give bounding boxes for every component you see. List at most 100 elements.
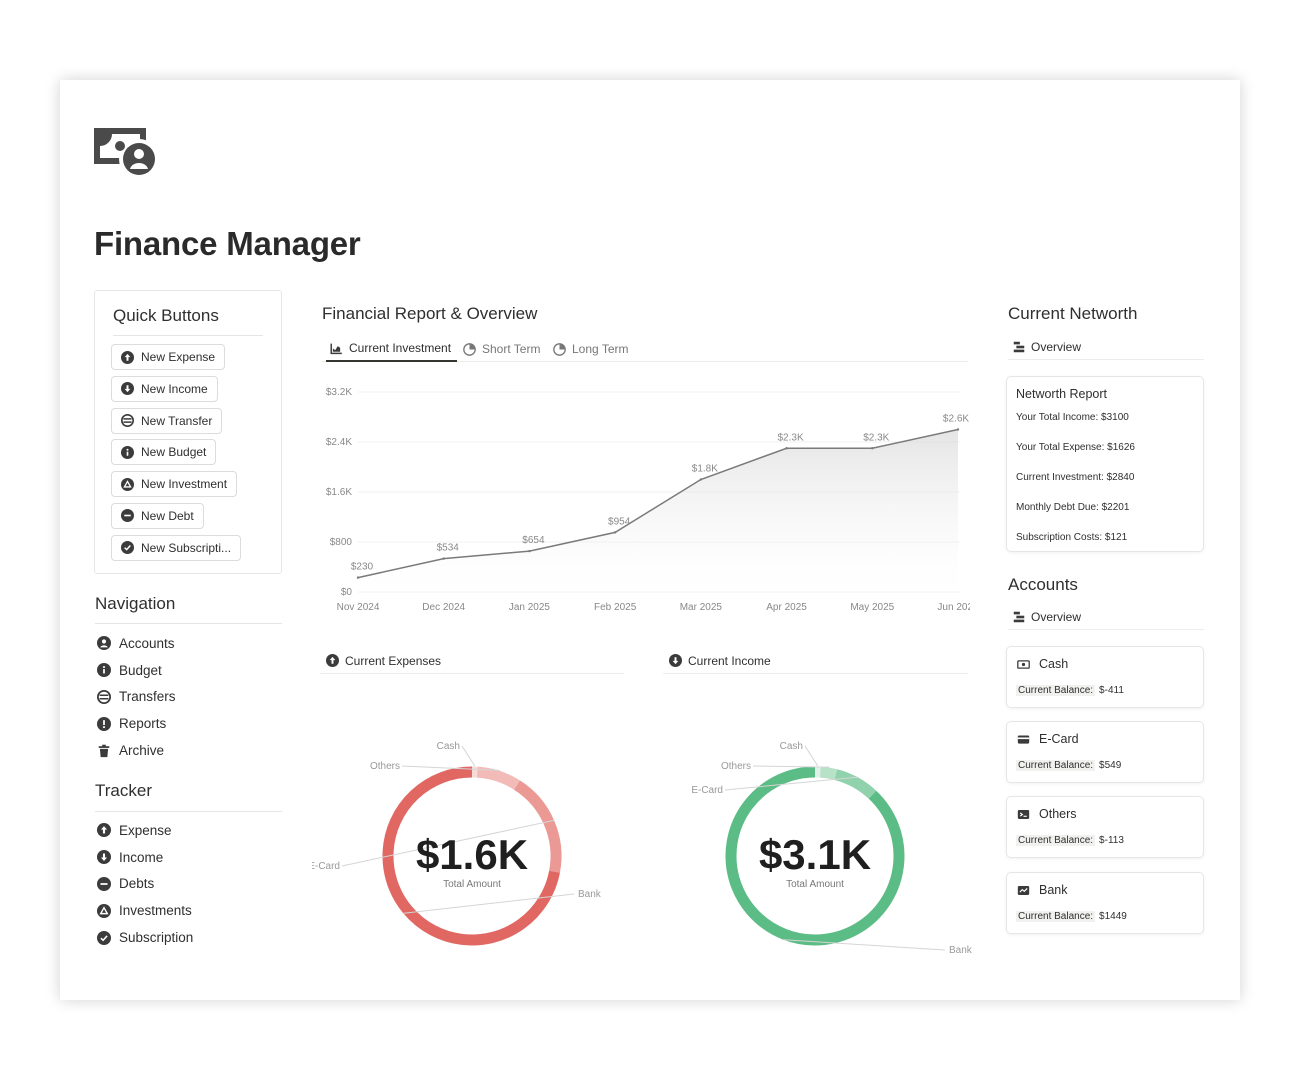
tab-long-term[interactable]: Long Term <box>553 336 628 362</box>
slice-label: Bank <box>949 945 973 956</box>
networth-line: Your Total Income: $3100 <box>1016 412 1129 423</box>
triangle-circle-icon <box>121 478 134 491</box>
donut-slice-e-card <box>513 780 562 873</box>
leader-line <box>401 765 500 771</box>
x-tick-label: Jun 2025 <box>937 602 970 613</box>
page-title: Finance Manager <box>94 225 361 262</box>
new-budget-button[interactable]: New Budget <box>111 439 217 466</box>
bank-card-icon <box>1017 884 1030 897</box>
tracker-item-subscription[interactable]: Subscription <box>97 924 193 951</box>
minus-circle-icon <box>97 877 111 891</box>
tab-current-investment[interactable]: Current Investment <box>326 336 458 362</box>
total-amount-label: Total Amount <box>786 879 844 890</box>
data-label: $2.3K <box>863 432 889 443</box>
new-transfer-button[interactable]: New Transfer <box>111 407 223 434</box>
leader-line <box>804 745 819 767</box>
y-tick-label: $2.4K <box>326 437 352 448</box>
nav-label: Debts <box>119 876 155 892</box>
balance-value: $-411 <box>1099 685 1124 696</box>
transfer-circle-icon <box>97 690 111 704</box>
tracker-item-debts[interactable]: Debts <box>97 871 193 898</box>
area-fill <box>358 429 958 592</box>
cash-icon <box>1017 658 1030 671</box>
x-tick-label: Mar 2025 <box>680 602 723 613</box>
slice-label: Bank <box>578 889 602 900</box>
x-tick-label: Jan 2025 <box>509 602 551 613</box>
leader-line <box>402 893 575 914</box>
accounts-title: Accounts <box>1008 575 1078 594</box>
button-label: New Budget <box>141 445 207 460</box>
account-name: Cash <box>1039 657 1069 671</box>
slice-label: Cash <box>780 741 803 752</box>
slice-label: Cash <box>437 741 460 752</box>
donut-slice-others <box>819 766 838 780</box>
exclamation-circle-icon <box>97 717 111 731</box>
account-card-e-card[interactable]: E-Card Current Balance: $549 <box>1006 721 1204 783</box>
report-title: Financial Report & Overview <box>322 304 538 323</box>
new-debt-button[interactable]: New Debt <box>111 502 204 529</box>
nav-label: Archive <box>119 743 165 759</box>
minus-circle-icon <box>121 509 134 522</box>
account-card-cash[interactable]: Cash Current Balance: $-411 <box>1006 646 1204 708</box>
networth-report-card[interactable]: Networth Report Your Total Income: $3100… <box>1006 376 1204 552</box>
navigation-title: Navigation <box>95 594 176 613</box>
account-card-others[interactable]: Others Current Balance: $-113 <box>1006 796 1204 858</box>
tab-label: Overview <box>1031 339 1082 354</box>
balance-label: Current Balance: <box>1016 685 1096 696</box>
account-card-bank[interactable]: Bank Current Balance: $1449 <box>1006 872 1204 934</box>
data-point <box>699 478 703 481</box>
nav-item-archive[interactable]: Archive <box>97 737 176 764</box>
pie-icon <box>463 343 476 356</box>
data-label: $1.8K <box>692 464 718 475</box>
nav-label: Expense <box>119 822 172 838</box>
series-line <box>357 428 959 579</box>
button-label: New Transfer <box>141 413 213 428</box>
data-label: $2.3K <box>778 432 804 443</box>
total-amount-value: $1.6K <box>416 831 528 878</box>
line-chart-icon <box>330 342 343 355</box>
data-label: $654 <box>522 535 545 546</box>
new-expense-button[interactable]: New Expense <box>111 344 226 370</box>
terminal-icon <box>1017 808 1030 821</box>
transfer-circle-icon <box>121 414 134 427</box>
new-income-button[interactable]: New Income <box>111 375 218 402</box>
arrow-down-circle-icon <box>121 382 134 395</box>
nav-label: Transfers <box>119 689 176 705</box>
investment-area-chart: $0 $800 $1.6K $2.4K $3.2K $230 $534 $654 $954 $1.… <box>326 387 970 613</box>
nav-label: Reports <box>119 716 167 732</box>
divider <box>95 623 282 624</box>
accounts-overview-tab[interactable]: Overview <box>1008 604 1204 630</box>
slice-label: E-Card <box>691 785 723 796</box>
networth-line: Monthly Debt Due: $2201 <box>1016 502 1130 513</box>
donut-slice-bank <box>382 766 560 946</box>
new-subscription-button[interactable]: New Subscripti... <box>111 534 242 561</box>
leader-line <box>341 819 555 867</box>
account-name: E-Card <box>1039 732 1079 746</box>
nav-item-accounts[interactable]: Accounts <box>97 630 176 657</box>
check-circle-icon <box>97 931 111 945</box>
quick-buttons-title: Quick Buttons <box>113 306 219 325</box>
tab-short-term[interactable]: Short Term <box>463 336 540 362</box>
nav-item-budget[interactable]: Budget <box>97 657 176 684</box>
tracker-item-income[interactable]: Income <box>97 844 193 871</box>
x-tick-label: Apr 2025 <box>766 602 807 613</box>
new-investment-button[interactable]: New Investment <box>111 471 238 498</box>
nav-label: Investments <box>119 903 192 919</box>
nav-label: Subscription <box>119 930 194 946</box>
tracker-item-investments[interactable]: Investments <box>97 897 193 924</box>
data-label: $2.6K <box>943 414 969 425</box>
leader-line <box>752 765 830 768</box>
data-point <box>528 549 531 553</box>
data-label: $230 <box>351 562 374 573</box>
header-label: Current Expenses <box>345 653 442 668</box>
nav-item-reports[interactable]: Reports <box>97 710 176 737</box>
networth-line: Your Total Expense: $1626 <box>1016 442 1135 453</box>
nav-item-transfers[interactable]: Transfers <box>97 684 176 711</box>
tab-label: Long Term <box>572 342 629 356</box>
balance-value: $549 <box>1099 760 1122 771</box>
networth-overview-tab[interactable]: Overview <box>1008 334 1204 360</box>
slice-label: Others <box>370 761 400 772</box>
tracker-item-expense[interactable]: Expense <box>97 817 193 844</box>
nav-label: Budget <box>119 662 162 678</box>
nav-label: Accounts <box>119 635 175 651</box>
